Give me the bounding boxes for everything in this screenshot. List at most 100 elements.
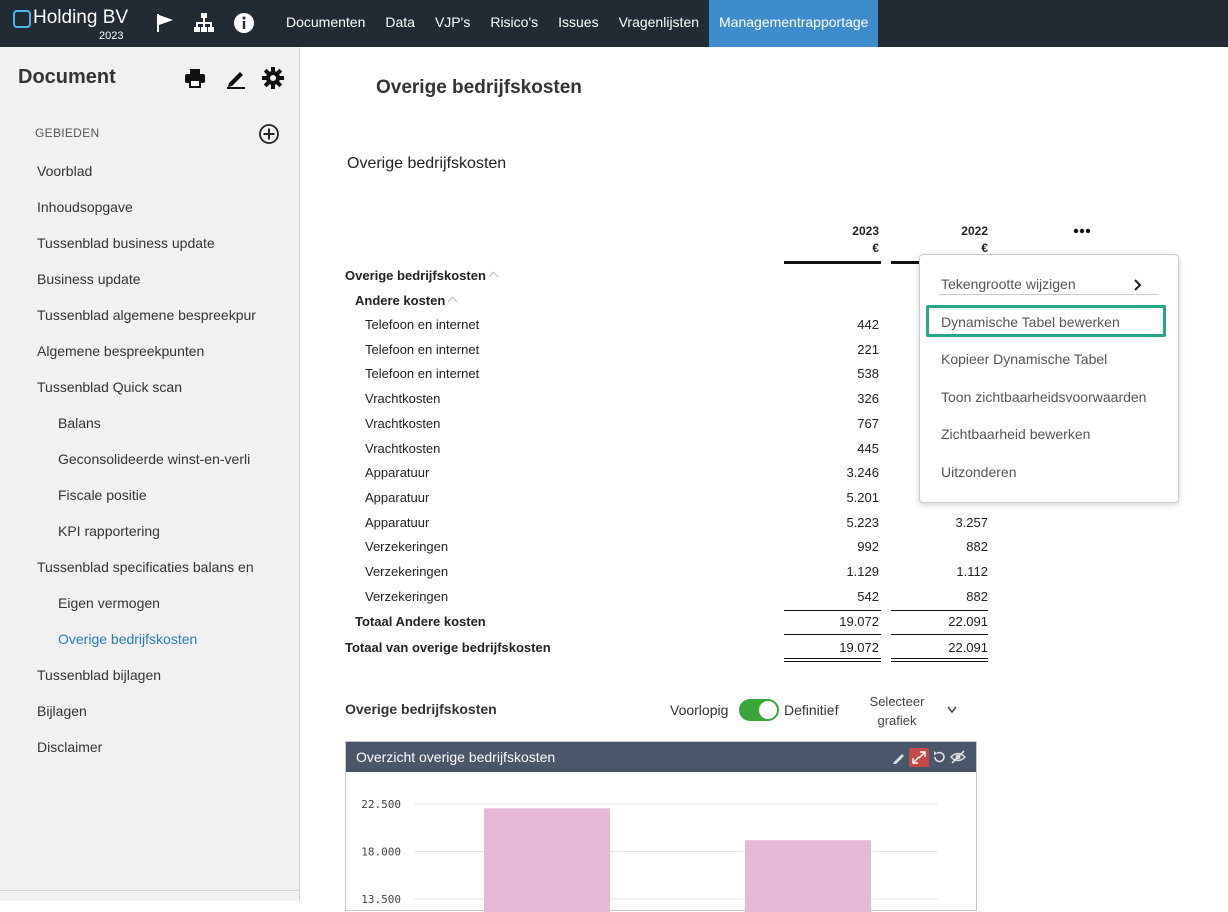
sidebar-section-label: GEBIEDEN (35, 126, 100, 140)
nav-vjps[interactable]: VJP's (434, 14, 471, 30)
nav-issues[interactable]: Issues (558, 14, 599, 30)
sidebar-item[interactable]: Inhoudsopgave (37, 199, 133, 215)
sidebar-item[interactable]: Disclaimer (37, 739, 103, 755)
y-tick-label: 22.500 (361, 798, 401, 811)
collapse-caret-icon[interactable] (488, 271, 499, 282)
total-double-line-2022 (891, 658, 988, 659)
page-title: Overige bedrijfskosten (376, 77, 582, 98)
gear-icon[interactable] (262, 67, 284, 89)
total-double-line-2023 (784, 658, 881, 659)
pencil-icon[interactable] (891, 749, 907, 765)
sidebar-item[interactable]: Fiscale positie (58, 487, 147, 503)
company-year: 2023 (99, 30, 124, 42)
table-row-value-2022: 882 (966, 539, 988, 555)
table-row-label: Apparatuur (365, 489, 430, 505)
table-row-value-2023: 5.201 (846, 489, 879, 505)
nav-risicos[interactable]: Risico's (490, 14, 539, 30)
sidebar-item[interactable]: Bijlagen (37, 703, 87, 719)
chart-bar[interactable] (484, 808, 610, 912)
logo-square-icon (13, 10, 31, 28)
table-group-header[interactable]: Andere kosten (355, 293, 458, 308)
column-year-2023: 2023 (852, 224, 879, 238)
sidebar-item[interactable]: Eigen vermogen (58, 595, 160, 611)
table-row-label: Vrachtkosten (365, 440, 441, 456)
column-currency-2023: € (872, 241, 879, 255)
sidebar-item[interactable]: Voorblad (37, 163, 93, 179)
table-row-label: Telefoon en internet (365, 366, 480, 382)
sidebar-item[interactable]: Tussenblad Quick scan (37, 379, 182, 395)
flag-icon[interactable] (154, 12, 176, 34)
table-row-label: Apparatuur (365, 465, 430, 481)
top-bar: Holding BV 2023 Documenten Data VJP's Ri… (0, 0, 1228, 47)
collapse-caret-icon[interactable] (447, 296, 458, 307)
chart-bar[interactable] (745, 840, 871, 912)
total-double-line-2022 (891, 661, 988, 662)
menu-highlight-box (926, 305, 1166, 337)
column-underline-2023 (784, 261, 881, 264)
total-label: Totaal van overige bedrijfskosten (345, 640, 551, 655)
table-row-label: Telefoon en internet (365, 341, 480, 357)
add-circle-icon[interactable] (258, 123, 280, 145)
hide-icon[interactable] (950, 749, 966, 765)
menu-item-dynamische-tabel-bewerken[interactable]: Dynamische Tabel bewerken (941, 314, 1120, 330)
table-row-value-2023: 538 (857, 366, 879, 382)
table-row-label: Telefoon en internet (365, 317, 480, 332)
table-row-label: Verzekeringen (365, 588, 449, 604)
sidebar-item[interactable]: Tussenblad business update (37, 235, 215, 251)
table-row-value-2022: 3.257 (955, 514, 988, 530)
sidebar-item[interactable]: Tussenblad bijlagen (37, 667, 162, 683)
table-row-value-2023: 221 (857, 341, 879, 357)
sitemap-icon[interactable] (193, 12, 215, 34)
printer-icon[interactable] (184, 67, 206, 89)
y-tick-label: 18.000 (361, 846, 401, 859)
select-graph-dropdown[interactable]: Selecteer grafiek (869, 694, 925, 728)
menu-item-zichtbaarheid-bewerken[interactable]: Zichtbaarheid bewerken (941, 426, 1091, 442)
column-currency-2022: € (981, 241, 988, 255)
nav-documenten[interactable]: Documenten (286, 14, 366, 30)
table-row-value-2023: 3.246 (846, 465, 879, 481)
sidebar-item[interactable]: Balans (58, 415, 101, 431)
menu-separator (939, 294, 1158, 295)
menu-item-uitzonderen[interactable]: Uitzonderen (941, 464, 1017, 480)
subtotal-line-2023 (784, 610, 881, 611)
chart-panel-header: Overzicht overige bedrijfskosten (346, 742, 976, 772)
pen-icon[interactable] (225, 67, 247, 89)
info-icon[interactable] (233, 12, 255, 34)
table-row-value-2022: 1.112 (956, 564, 988, 579)
total-value-2022: 22.091 (948, 640, 988, 655)
menu-item-kopieer-dynamische-tabel[interactable]: Kopieer Dynamische Tabel (941, 351, 1108, 367)
table-row-label: Verzekeringen (365, 539, 449, 555)
chart-section-title: Overige bedrijfskosten (345, 701, 497, 717)
menu-item-toon-zichtbaarheidsvoorwaarden[interactable]: Toon zichtbaarheidsvoorwaarden (941, 389, 1147, 405)
sidebar: Document GEBIEDEN Voorblad Inhoudsopgave T… (0, 47, 300, 901)
nav-data[interactable]: Data (385, 14, 415, 30)
chevron-down-icon[interactable] (946, 705, 958, 715)
subtotal-value-2022: 22.091 (948, 614, 988, 629)
sidebar-item[interactable]: Tussenblad specificaties balans en (37, 559, 254, 575)
table-row-value-2023: 767 (857, 415, 879, 431)
sidebar-item[interactable]: Geconsolideerde winst-en-verli (58, 451, 251, 467)
sidebar-item[interactable]: Overige bedrijfskosten (58, 631, 198, 647)
sidebar-item[interactable]: KPI rapportering (58, 523, 160, 539)
subtotal-label: Totaal Andere kosten (355, 614, 486, 629)
table-row-value-2023: 442 (857, 317, 879, 332)
sidebar-item[interactable]: Tussenblad algemene bespreekpur (37, 307, 256, 323)
table-row-value-2023: 326 (857, 391, 879, 407)
table-row-label: Apparatuur (365, 514, 430, 530)
reset-icon[interactable] (931, 749, 947, 765)
status-toggle[interactable] (739, 699, 779, 721)
nav-managementrapportage[interactable]: Managementrapportage (709, 0, 879, 47)
subtotal-value-2023: 19.072 (839, 614, 879, 629)
document-subtitle: Overige bedrijfskosten (347, 155, 507, 172)
context-menu: Tekengrootte wijzigen Dynamische Tabel b… (919, 254, 1179, 503)
nav-vragenlijsten[interactable]: Vragenlijsten (618, 14, 700, 30)
menu-item-tekengrootte[interactable]: Tekengrootte wijzigen (941, 276, 1076, 292)
table-section-header[interactable]: Overige bedrijfskosten (345, 268, 499, 283)
sidebar-item[interactable]: Algemene bespreekpunten (37, 343, 205, 359)
more-options-icon[interactable] (1071, 224, 1093, 238)
total-line-2022 (891, 634, 988, 635)
toggle-right-label: Definitief (784, 702, 839, 718)
sidebar-item[interactable]: Business update (37, 271, 141, 287)
expand-icon[interactable] (909, 748, 929, 767)
toggle-knob (759, 701, 777, 719)
